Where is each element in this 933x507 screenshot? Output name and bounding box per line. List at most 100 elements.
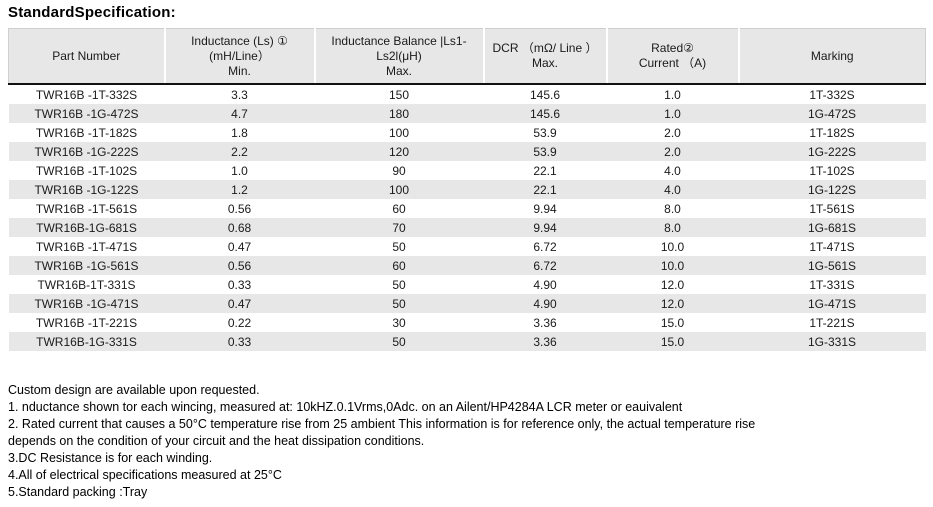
table-cell: 1.8 <box>231 125 248 140</box>
note-line: 3.DC Resistance is for each winding. <box>8 451 213 465</box>
table-cell: 1G-222S <box>738 142 926 161</box>
table-cell: TWR16B-1G-331S <box>8 332 165 351</box>
table-cell: 70 <box>314 218 484 237</box>
table-cell: 100 <box>388 125 410 140</box>
table-cell: 145.6 <box>483 104 607 123</box>
table-cell: 1G-472S <box>738 104 926 123</box>
table-cell: 3.3 <box>231 87 248 102</box>
table-cell: 9.94 <box>533 201 557 216</box>
table-cell: 10.0 <box>606 256 739 275</box>
table-cell: 3.36 <box>533 315 557 330</box>
header-cell: Part Number <box>8 28 165 85</box>
table-row: TWR16B-1G-681S 0.68 70 9.94 8.0 1G-681S <box>8 218 926 237</box>
table-cell: TWR16B-1T-331S <box>37 277 136 292</box>
table-body: TWR16B -1T-332S 3.3 150 145.6 1.0 1T-332S TWR1… <box>8 84 926 351</box>
note-line: 2. Rated current that causes a 50°C temp… <box>8 417 756 431</box>
table-cell: 90 <box>392 163 406 178</box>
table-cell: TWR16B -1G-471S <box>8 294 165 313</box>
table-cell: TWR16B -1T-561S <box>35 201 138 216</box>
table-row: TWR16B -1G-471S 0.47 50 4.90 12.0 1G-471S <box>8 294 926 313</box>
specification-table: Part Number Inductance (Ls) ① (mH/Line） Min… <box>8 28 926 351</box>
table-cell: 0.22 <box>227 315 252 330</box>
table-cell: 1.0 <box>606 104 739 123</box>
header-cell: Rated② Current （A) <box>605 28 739 85</box>
table-cell: 0.47 <box>227 239 252 254</box>
table-cell: 1T-221S <box>809 315 855 330</box>
table-cell: TWR16B-1G-681S <box>8 218 165 237</box>
table-cell: 100 <box>314 180 484 199</box>
header-cell: DCR （mΩ/ Line ） Max. <box>482 28 607 85</box>
table-cell: 4.7 <box>164 104 315 123</box>
table-row: TWR16B -1T-561S 0.56 60 9.94 8.0 1T-561S <box>9 199 926 218</box>
note-line: 4.All of electrical specifications measu… <box>8 468 282 482</box>
table-cell: 145.6 <box>529 87 561 102</box>
table-cell: 1T-471S <box>809 239 855 254</box>
table-cell: 60 <box>314 256 484 275</box>
header-cell: Marking <box>737 28 926 85</box>
table-cell: 0.33 <box>164 332 315 351</box>
table-cell: 120 <box>314 142 484 161</box>
table-cell: 1G-561S <box>738 256 926 275</box>
note-line: depends on the condition of your circuit… <box>8 434 425 448</box>
table-cell: 4.90 <box>483 294 607 313</box>
table-cell: TWR16B -1T-332S <box>35 87 138 102</box>
table-cell: 2.2 <box>164 142 315 161</box>
notes-block: Custom design are available upon request… <box>8 382 933 501</box>
table-cell: 1.2 <box>164 180 315 199</box>
table-cell: 15.0 <box>606 332 739 351</box>
table-cell: 2.0 <box>664 125 681 140</box>
header-cell: Inductance Balance |Ls1- Ls2l(μH) Max. <box>313 28 484 85</box>
table-cell: 53.9 <box>483 142 607 161</box>
table-row: TWR16B -1T-102S 1.0 90 22.1 4.0 1T-102S <box>9 161 926 180</box>
table-cell: 180 <box>314 104 484 123</box>
table-cell: TWR16B -1G-122S <box>8 180 165 199</box>
table-cell: 60 <box>392 201 406 216</box>
table-cell: 6.72 <box>483 256 607 275</box>
table-cell: 0.68 <box>164 218 315 237</box>
table-cell: 1G-122S <box>738 180 926 199</box>
table-cell: 8.0 <box>664 201 681 216</box>
table-row: TWR16B -1G-472S 4.7 180 145.6 1.0 1G-472S <box>8 104 926 123</box>
table-cell: 1T-331S <box>809 277 855 292</box>
table-cell: 53.9 <box>533 125 557 140</box>
table-cell: 22.1 <box>483 180 607 199</box>
table-cell: 50 <box>314 294 484 313</box>
table-cell: TWR16B -1T-471S <box>35 239 138 254</box>
note-line: 5.Standard packing :Tray <box>8 485 148 499</box>
table-cell: TWR16B -1T-182S <box>35 125 138 140</box>
table-cell: 2.0 <box>606 142 739 161</box>
table-cell: 1.0 <box>231 163 248 178</box>
table-cell: 50 <box>392 277 406 292</box>
table-cell: 0.56 <box>164 256 315 275</box>
note-line: Custom design are available upon request… <box>8 383 260 397</box>
table-cell: 1T-102S <box>809 163 855 178</box>
table-cell: 8.0 <box>606 218 739 237</box>
table-cell: 150 <box>388 87 410 102</box>
header-cell: Inductance (Ls) ① (mH/Line） Min. <box>163 28 315 85</box>
table-cell: 12.0 <box>606 294 739 313</box>
table-row: TWR16B -1T-471S 0.47 50 6.72 10.0 1T-471S <box>9 237 926 256</box>
table-cell: 0.47 <box>164 294 315 313</box>
table-header: Part Number Inductance (Ls) ① (mH/Line） Min… <box>8 28 926 85</box>
table-cell: TWR16B -1G-472S <box>8 104 165 123</box>
table-row: TWR16B-1G-331S 0.33 50 3.36 15.0 1G-331S <box>8 332 926 351</box>
table-cell: 4.90 <box>533 277 557 292</box>
table-cell: 12.0 <box>660 277 685 292</box>
table-cell: TWR16B -1T-221S <box>35 315 138 330</box>
table-cell: 1G-471S <box>738 294 926 313</box>
table-row: TWR16B-1T-331S 0.33 50 4.90 12.0 1T-331S <box>9 275 926 294</box>
table-cell: 3.36 <box>483 332 607 351</box>
table-cell: 4.0 <box>606 180 739 199</box>
table-cell: 0.56 <box>227 201 252 216</box>
table-cell: 1.0 <box>664 87 681 102</box>
table-cell: 1T-332S <box>809 87 855 102</box>
table-cell: 0.33 <box>227 277 252 292</box>
table-cell: 6.72 <box>533 239 557 254</box>
table-row: TWR16B -1G-122S 1.2 100 22.1 4.0 1G-122S <box>8 180 926 199</box>
table-cell: TWR16B -1G-561S <box>8 256 165 275</box>
table-row: TWR16B -1T-332S 3.3 150 145.6 1.0 1T-332S <box>9 84 926 104</box>
table-row: TWR16B -1T-221S 0.22 30 3.36 15.0 1T-221S <box>9 313 926 332</box>
table-row: TWR16B -1T-182S 1.8 100 53.9 2.0 1T-182S <box>9 123 926 142</box>
table-cell: TWR16B -1G-222S <box>8 142 165 161</box>
